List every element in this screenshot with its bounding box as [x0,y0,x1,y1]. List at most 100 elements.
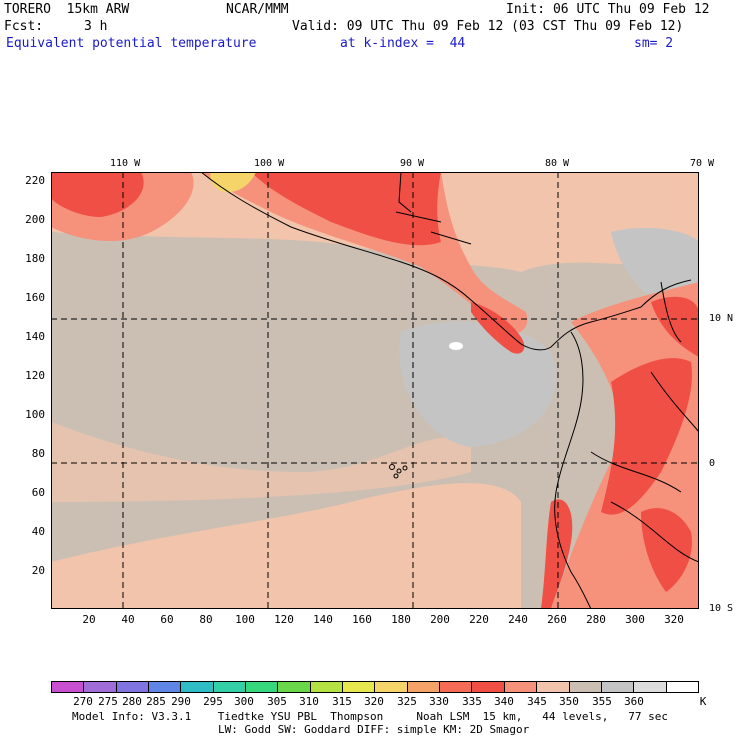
y-tick: 40 [31,525,45,538]
cold-spot [449,342,463,350]
colorbar-label: 325 [397,695,417,708]
y-tick: 160 [25,291,45,304]
x-tick: 300 [625,613,645,626]
level-info: at k-index = 44 [340,36,466,51]
hot-area-coast [541,499,573,609]
colorbar-swatch [213,682,247,692]
galapagos-island [393,473,399,479]
colorbar-label: 320 [364,695,384,708]
y-tick: 60 [31,486,45,499]
forecast-label: Fcst: [4,19,44,34]
colorbar-label: 360 [624,695,644,708]
x-tick: 320 [664,613,684,626]
colorbar-swatch [149,682,182,692]
colorbar-swatch [181,682,214,692]
colorbar-label: 355 [592,695,612,708]
forecast-hour: 3 h [84,19,108,34]
colorbar-swatch [504,682,538,692]
colorbar-swatch [666,682,698,692]
x-tick: 40 [121,613,135,626]
colorbar-label: 315 [332,695,352,708]
colorbar-swatch [246,682,279,692]
colorbar-label: 305 [267,695,287,708]
physics-info: LW: Godd SW: Goddard DIFF: simple KM: 2D… [218,723,530,736]
colorbar-unit: K [699,695,707,708]
colorbar-label: 290 [171,695,191,708]
init-time: Init: 06 UTC Thu 09 Feb 12 [506,2,710,17]
galapagos-island [389,464,395,470]
colorbar-label: 275 [98,695,118,708]
colorbar-label: 330 [429,695,449,708]
smoothing-info: sm= 2 [634,36,674,51]
field-name: Equivalent potential temperature [6,36,257,51]
colorbar-swatch [440,682,473,692]
colorbar-label: 270 [73,695,93,708]
graticule [51,172,699,609]
y-tick: 140 [25,330,45,343]
colorbar-swatch [343,682,376,692]
x-tick: 140 [313,613,333,626]
colorbar-label: 295 [203,695,223,708]
model-info: Model Info: V3.3.1 Tiedtke YSU PBL Thomp… [72,710,669,723]
coastline-central-america [200,172,692,351]
y-tick: 80 [31,447,45,460]
colorbar-swatch [116,682,150,692]
colorbar-swatch [537,682,570,692]
colorbar-swatch [569,682,602,692]
colorbar-swatch [601,682,635,692]
y-tick: 180 [25,252,45,265]
x-tick: 120 [274,613,294,626]
lon-label: 70 W [690,158,715,169]
lon-label: 100 W [254,158,285,169]
hot-area-peru [641,508,692,592]
colorbar-swatch [310,682,344,692]
coastline-south-america [554,331,592,609]
warm-band-mid [51,422,471,502]
lon-label: 90 W [400,158,425,169]
valid-time: Valid: 09 UTC Thu 09 Feb 12 (03 CST Thu … [292,19,684,34]
theta-e-map [51,172,699,609]
x-tick: 220 [469,613,489,626]
x-tick: 180 [391,613,411,626]
x-tick: 60 [160,613,174,626]
y-tick: 120 [25,369,45,382]
colorbar-label: 280 [122,695,142,708]
map-frame [51,172,699,609]
lon-label: 80 W [545,158,570,169]
hot-area-mexico [251,172,441,246]
warm-band-south [51,483,521,609]
colorbar-swatch [52,682,85,692]
org-label: NCAR/MMM [226,2,289,17]
y-tick: 200 [25,213,45,226]
x-tick: 80 [199,613,213,626]
colorbar-swatch [407,682,441,692]
lat-label: 10 S [709,603,734,614]
lon-label: 110 W [110,158,141,169]
x-tick: 260 [547,613,567,626]
hot-area-nw [51,172,144,217]
colorbar-swatch [84,682,117,692]
lat-label: 10 N [709,313,734,324]
colorbar-label: 300 [234,695,254,708]
y-tick: 100 [25,408,45,421]
colorbar-label: 345 [527,695,547,708]
x-tick: 200 [430,613,450,626]
colorbar-swatch [634,682,667,692]
colorbar-swatch [278,682,311,692]
x-tick: 160 [352,613,372,626]
galapagos-island [396,468,402,474]
colorbar-label: 350 [559,695,579,708]
hot-area-colombia [651,296,699,357]
warm-area-mexico [201,172,528,334]
colorbar [51,681,699,693]
x-tick: 100 [235,613,255,626]
y-tick: 20 [31,564,45,577]
y-tick: 220 [25,174,45,187]
x-tick: 20 [82,613,96,626]
colorbar-swatch [472,682,505,692]
galapagos-island [402,465,408,471]
country-borders-south [590,281,699,563]
x-tick: 280 [586,613,606,626]
lat-label: 0 [709,458,716,469]
colorbar-swatch [375,682,408,692]
